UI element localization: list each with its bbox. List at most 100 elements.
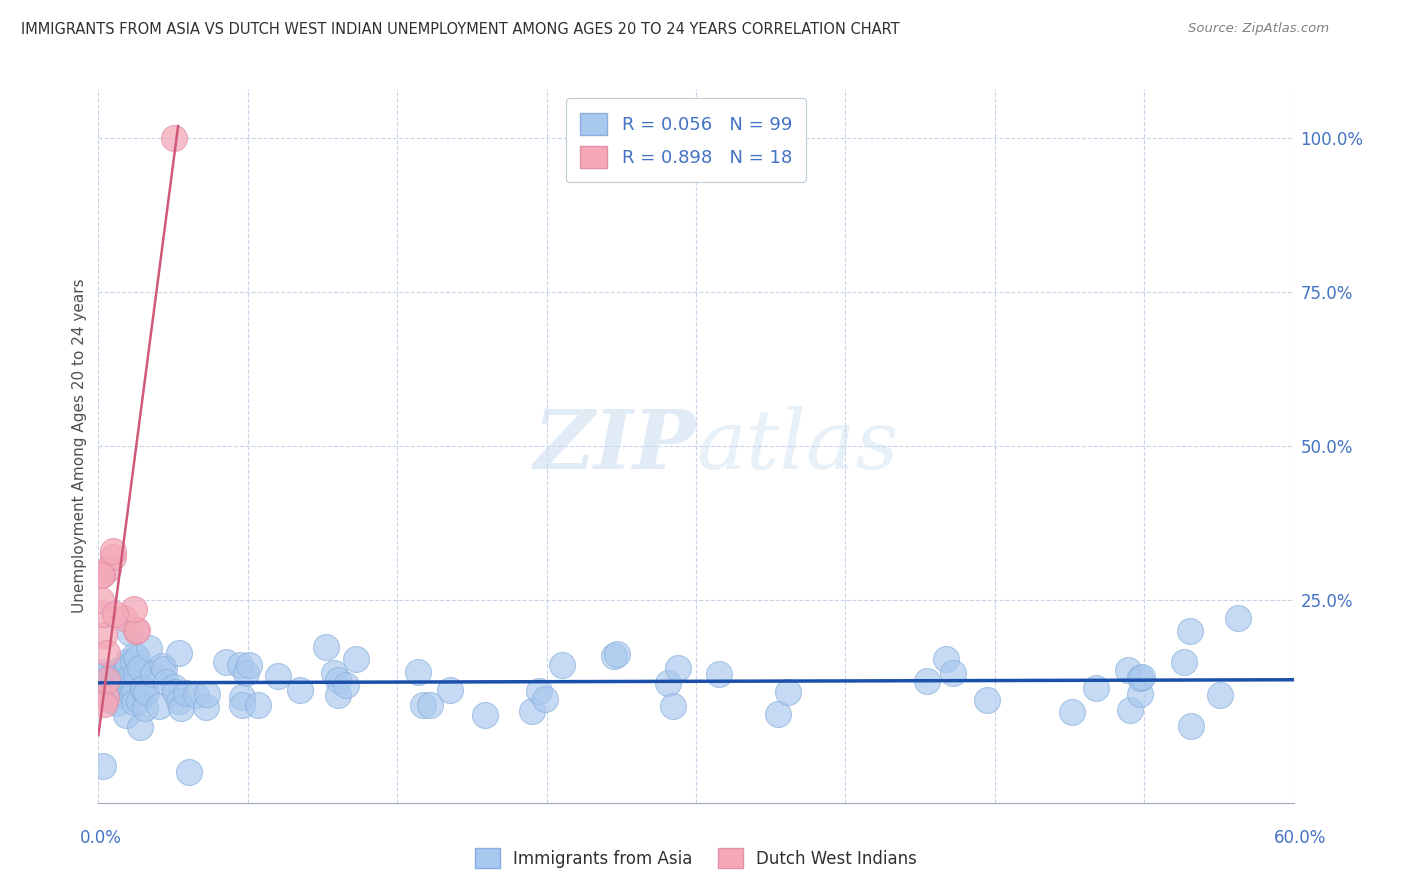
Point	[288, 682, 311, 697]
Point	[344, 652, 367, 666]
Point	[1129, 687, 1152, 701]
Point	[657, 675, 679, 690]
Point	[115, 672, 138, 686]
Text: IMMIGRANTS FROM ASIA VS DUTCH WEST INDIAN UNEMPLOYMENT AMONG AGES 20 TO 24 YEARS: IMMIGRANTS FROM ASIA VS DUTCH WEST INDIA…	[21, 22, 900, 37]
Point	[163, 131, 186, 145]
Point	[124, 601, 146, 615]
Point	[101, 543, 124, 558]
Point	[105, 696, 128, 710]
Point	[124, 696, 146, 710]
Y-axis label: Unemployment Among Ages 20 to 24 years: Unemployment Among Ages 20 to 24 years	[72, 278, 87, 614]
Point	[96, 673, 118, 687]
Point	[101, 666, 124, 681]
Point	[124, 684, 146, 698]
Point	[942, 665, 965, 680]
Point	[101, 682, 124, 697]
Point	[412, 698, 434, 713]
Point	[91, 607, 114, 621]
Point	[322, 665, 344, 680]
Point	[520, 704, 543, 718]
Point	[170, 701, 193, 715]
Point	[766, 706, 789, 721]
Text: 60.0%: 60.0%	[1274, 829, 1327, 847]
Point	[134, 701, 156, 715]
Point	[662, 699, 685, 714]
Point	[107, 663, 129, 677]
Point	[551, 657, 574, 672]
Point	[1173, 655, 1195, 669]
Point	[91, 759, 114, 773]
Point	[174, 686, 197, 700]
Point	[128, 720, 150, 734]
Point	[101, 549, 124, 564]
Point	[606, 648, 628, 662]
Point	[125, 624, 148, 638]
Point	[419, 698, 441, 712]
Point	[163, 680, 186, 694]
Point	[152, 658, 174, 673]
Point	[91, 669, 114, 683]
Point	[195, 687, 218, 701]
Point	[90, 592, 112, 607]
Point	[96, 647, 118, 661]
Point	[439, 683, 461, 698]
Point	[138, 640, 160, 655]
Point	[96, 685, 118, 699]
Point	[1085, 681, 1108, 695]
Point	[112, 611, 135, 625]
Point	[235, 665, 257, 680]
Point	[153, 662, 176, 676]
Point	[129, 661, 152, 675]
Point	[96, 691, 118, 706]
Point	[120, 670, 142, 684]
Point	[1209, 688, 1232, 702]
Point	[406, 665, 429, 680]
Point	[91, 568, 114, 582]
Point	[114, 660, 136, 674]
Point	[96, 562, 118, 576]
Point	[135, 685, 157, 699]
Text: ZIP: ZIP	[533, 406, 696, 486]
Point	[167, 646, 190, 660]
Point	[603, 648, 626, 663]
Point	[1180, 719, 1202, 733]
Point	[121, 687, 143, 701]
Point	[707, 667, 730, 681]
Text: atlas: atlas	[696, 406, 898, 486]
Point	[127, 623, 149, 637]
Point	[115, 707, 138, 722]
Point	[1178, 624, 1201, 638]
Text: 0.0%: 0.0%	[80, 829, 122, 847]
Point	[326, 673, 349, 688]
Point	[231, 698, 253, 712]
Legend: Immigrants from Asia, Dutch West Indians: Immigrants from Asia, Dutch West Indians	[467, 839, 925, 877]
Point	[131, 681, 153, 695]
Point	[125, 667, 148, 681]
Point	[935, 652, 957, 666]
Point	[120, 680, 142, 694]
Point	[165, 685, 187, 699]
Point	[194, 699, 217, 714]
Point	[115, 655, 138, 669]
Point	[335, 677, 357, 691]
Point	[148, 698, 170, 713]
Point	[326, 688, 349, 702]
Point	[1129, 671, 1152, 685]
Point	[474, 707, 496, 722]
Point	[231, 690, 253, 705]
Point	[1119, 703, 1142, 717]
Point	[127, 650, 149, 665]
Point	[124, 648, 146, 662]
Point	[103, 675, 125, 690]
Point	[534, 692, 557, 706]
Point	[315, 640, 337, 655]
Point	[98, 693, 121, 707]
Point	[177, 765, 200, 780]
Point	[778, 685, 800, 699]
Point	[247, 698, 270, 713]
Point	[1116, 664, 1139, 678]
Point	[215, 655, 238, 669]
Point	[131, 681, 153, 696]
Point	[155, 674, 177, 689]
Point	[114, 680, 136, 694]
